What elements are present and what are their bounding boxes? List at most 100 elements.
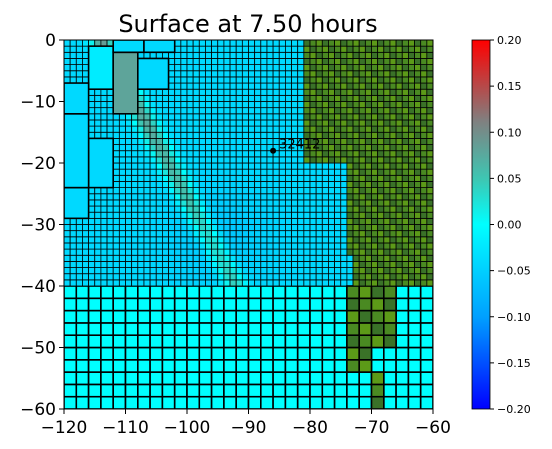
grid-cell <box>112 395 127 409</box>
grid-cell <box>266 217 274 225</box>
grid-cell <box>229 267 237 275</box>
grid-cell <box>69 70 77 78</box>
grid-cell <box>248 101 256 109</box>
land-cell <box>352 193 360 201</box>
grid-cell <box>143 174 151 182</box>
grid-cell <box>321 230 329 238</box>
land-cell <box>395 260 403 268</box>
land-cell <box>395 156 403 164</box>
grid-cell <box>192 137 200 145</box>
grid-cell <box>143 131 151 139</box>
grid-cell <box>210 309 225 324</box>
grid-cell <box>64 45 71 53</box>
land-cell <box>364 279 372 287</box>
grid-cell <box>340 162 348 170</box>
grid-cell <box>248 181 256 188</box>
land-cell <box>401 40 409 47</box>
land-cell <box>407 58 415 66</box>
grid-cell <box>168 205 176 213</box>
land-cell <box>383 248 391 256</box>
grid-cell <box>161 279 169 287</box>
grid-cell <box>186 58 194 66</box>
grid-cell <box>259 358 274 373</box>
land-cell <box>383 82 391 90</box>
grid-cell <box>161 383 176 398</box>
grid-cell <box>186 260 194 268</box>
land-cell <box>426 156 433 164</box>
y-tick-label: −60 <box>20 400 56 420</box>
land-cell <box>371 217 379 225</box>
grid-cell <box>334 236 342 244</box>
grid-cell <box>161 113 169 121</box>
grid-cell <box>198 254 206 262</box>
grid-cell <box>291 260 299 268</box>
grid-cell <box>198 119 206 127</box>
grid-cell <box>161 260 169 268</box>
grid-cell <box>278 168 286 176</box>
grid-cell <box>118 131 126 139</box>
grid-cell <box>88 94 96 102</box>
grid-cell <box>118 248 126 256</box>
land-cell <box>321 70 329 78</box>
grid-cell <box>334 181 342 188</box>
grid-cell <box>192 211 200 219</box>
grid-cell <box>284 322 299 336</box>
grid-cell <box>210 297 225 312</box>
land-cell <box>346 174 354 182</box>
grid-cell <box>235 322 250 336</box>
grid-cell <box>198 94 206 102</box>
grid-cell <box>229 230 237 238</box>
grid-cell <box>247 346 262 361</box>
grid-cell <box>82 230 89 238</box>
grid-cell <box>100 199 108 207</box>
grid-cell <box>297 88 305 96</box>
land-cell <box>346 297 360 312</box>
grid-cell <box>259 285 274 300</box>
land-cell <box>315 94 323 102</box>
grid-cell <box>161 101 169 109</box>
grid-cell <box>112 248 120 256</box>
grid-cell <box>235 137 243 145</box>
land-cell <box>395 279 403 287</box>
land-cell <box>303 156 311 164</box>
grid-cell <box>149 383 164 398</box>
grid-cell <box>211 248 219 256</box>
land-cell <box>407 107 415 115</box>
grid-cell <box>321 273 329 281</box>
grid-cell <box>100 279 108 287</box>
grid-cell <box>112 211 120 219</box>
land-cell <box>371 211 379 219</box>
grid-cell <box>278 113 286 121</box>
grid-cell <box>321 285 336 300</box>
grid-cell <box>168 88 176 96</box>
land-cell <box>328 150 336 158</box>
land-cell <box>414 64 422 72</box>
grid-cell <box>235 193 243 201</box>
land-cell <box>346 64 354 72</box>
grid-cell <box>229 51 237 59</box>
land-cell <box>383 88 391 96</box>
grid-cell <box>75 260 83 268</box>
land-cell <box>371 131 379 139</box>
land-cell <box>377 107 385 115</box>
land-cell <box>420 248 428 256</box>
grid-cell <box>254 94 262 102</box>
grid-cell <box>180 193 188 201</box>
grid-cell <box>296 322 311 336</box>
grid-cell <box>247 309 262 324</box>
grid-cell <box>69 273 77 281</box>
grid-cell <box>75 346 90 361</box>
grid-cell <box>174 205 182 213</box>
grid-cell <box>211 156 219 164</box>
grid-cell <box>137 334 151 349</box>
land-cell <box>328 101 336 109</box>
grid-cell <box>241 150 249 158</box>
grid-cell <box>186 144 194 152</box>
colorbar: −0.20−0.15−0.10−0.050.000.050.100.150.20 <box>471 34 531 416</box>
land-cell <box>407 248 415 256</box>
grid-cell <box>168 131 176 139</box>
grid-cell <box>82 217 89 225</box>
land-cell <box>407 273 415 281</box>
grid-cell <box>340 205 348 213</box>
grid-cell <box>88 113 96 121</box>
